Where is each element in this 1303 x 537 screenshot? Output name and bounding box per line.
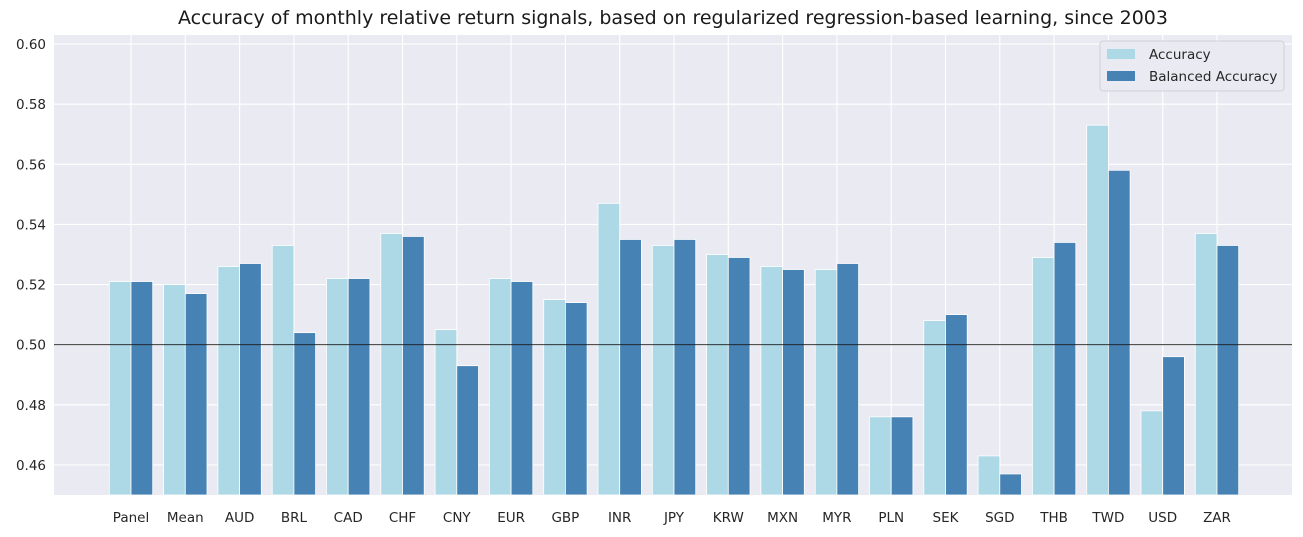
accuracy-bar — [597, 202, 621, 496]
x-tick-label: MYR — [822, 510, 851, 526]
x-tick-label: EUR — [497, 510, 525, 526]
x-tick-label: JPY — [663, 510, 685, 526]
balanced-accuracy-bar — [782, 269, 805, 496]
balanced-accuracy-bar — [293, 332, 316, 496]
balanced-accuracy-bar — [184, 293, 208, 496]
legend: Accuracy Balanced Accuracy — [1099, 40, 1285, 92]
accuracy-bar — [977, 455, 1001, 496]
legend-box — [1099, 40, 1285, 92]
y-tick-label: 0.54 — [16, 217, 46, 233]
accuracy-bar — [217, 266, 240, 496]
x-tick-label: BRL — [281, 510, 308, 526]
x-tick-label: KRW — [713, 510, 744, 526]
balanced-accuracy-bar — [890, 416, 914, 496]
y-tick-label: 0.48 — [16, 398, 46, 414]
balanced-accuracy-bar — [999, 473, 1022, 496]
y-tick-label: 0.60 — [16, 37, 46, 53]
legend-label: Balanced Accuracy — [1149, 69, 1277, 85]
balanced-accuracy-bar — [1053, 242, 1077, 496]
balanced-accuracy-bar — [836, 263, 860, 496]
x-tick-label: Panel — [113, 510, 149, 526]
balanced-accuracy-bar — [1162, 356, 1185, 496]
balanced-accuracy-bar — [619, 239, 642, 496]
legend-swatch — [1107, 49, 1135, 59]
x-tick-label: CHF — [389, 510, 416, 526]
accuracy-bar — [108, 281, 132, 496]
legend-label: Accuracy — [1149, 47, 1211, 63]
accuracy-bar — [1140, 410, 1164, 496]
accuracy-bar — [163, 284, 186, 496]
x-tick-label: USD — [1148, 510, 1177, 526]
balanced-accuracy-bar — [402, 236, 425, 496]
accuracy-bar — [706, 254, 729, 496]
accuracy-bar — [434, 329, 458, 496]
accuracy-bar — [869, 416, 892, 496]
balanced-accuracy-bar — [565, 302, 588, 496]
x-tick-label: MXN — [767, 510, 798, 526]
accuracy-bar — [1032, 257, 1055, 496]
balanced-accuracy-bar — [239, 263, 262, 496]
x-tick-label: AUD — [225, 510, 255, 526]
accuracy-bar — [923, 320, 946, 496]
y-tick-label: 0.56 — [16, 157, 46, 173]
accuracy-bar — [271, 245, 295, 496]
x-tick-label: SEK — [933, 510, 960, 526]
y-tick-label: 0.50 — [16, 338, 46, 354]
accuracy-bar — [543, 299, 566, 496]
x-tick-label: INR — [608, 510, 631, 526]
accuracy-bar — [814, 269, 838, 496]
chart-title: Accuracy of monthly relative return sign… — [178, 7, 1168, 29]
x-tick-label: PLN — [878, 510, 904, 526]
x-tick-label: SGD — [985, 510, 1014, 526]
x-tick-label: THB — [1039, 510, 1068, 526]
balanced-accuracy-bar — [945, 314, 968, 496]
balanced-accuracy-bar — [1216, 245, 1240, 496]
accuracy-bar — [326, 278, 349, 496]
balanced-accuracy-bar — [727, 257, 751, 496]
accuracy-bar — [488, 278, 512, 496]
x-tick-label: TWD — [1091, 510, 1124, 526]
legend-swatch — [1107, 71, 1135, 81]
y-tick-label: 0.52 — [16, 278, 46, 294]
balanced-accuracy-bar — [456, 365, 479, 496]
balanced-accuracy-bar — [1108, 169, 1131, 496]
x-tick-label: GBP — [551, 510, 579, 526]
balanced-accuracy-bar — [510, 281, 534, 496]
x-tick-label: CAD — [334, 510, 363, 526]
y-tick-label: 0.46 — [16, 458, 46, 474]
balanced-accuracy-bar — [130, 281, 154, 496]
x-tick-label: CNY — [443, 510, 472, 526]
x-tick-label: ZAR — [1203, 510, 1231, 526]
y-tick-label: 0.58 — [16, 97, 46, 113]
accuracy-bar — [651, 245, 675, 496]
accuracy-bar — [1194, 233, 1218, 496]
balanced-accuracy-bar — [673, 239, 697, 496]
accuracy-bar — [760, 266, 784, 496]
accuracy-bar — [380, 233, 403, 496]
x-tick-label: Mean — [167, 510, 204, 526]
balanced-accuracy-bar — [347, 278, 371, 496]
accuracy-bar — [1086, 124, 1109, 496]
